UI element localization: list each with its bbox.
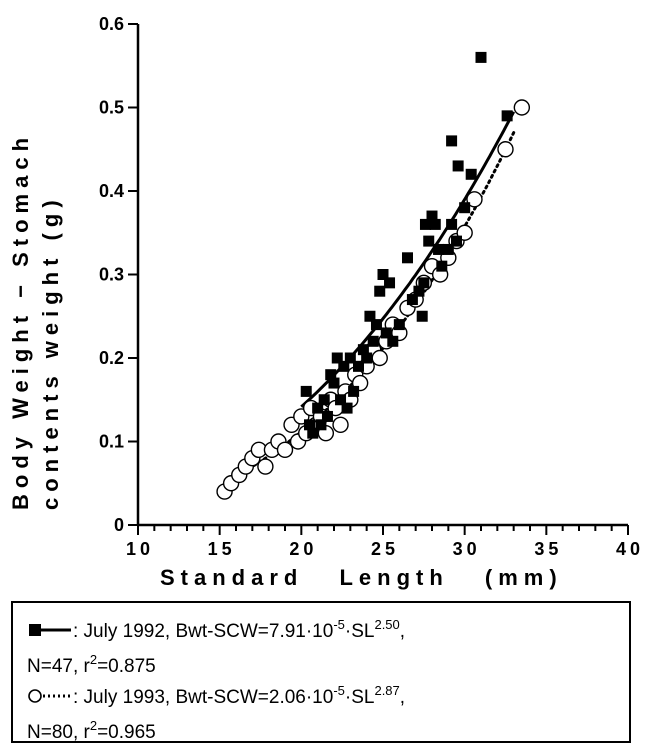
x-tick-label: 40 — [616, 539, 644, 559]
x-tick-label: 10 — [126, 539, 154, 559]
data-point-1992 — [341, 402, 353, 414]
data-point-1992 — [446, 135, 458, 147]
x-tick-label: 15 — [208, 539, 236, 559]
y-axis-title: Body Weight − Stomach contents weight (g… — [8, 132, 63, 510]
filled-square-line-legend-icon — [29, 624, 71, 636]
x-tick-label: 25 — [371, 539, 399, 559]
legend: : July 1992, Bwt-SCW=7.91·10-5·SL2.50, N… — [11, 601, 631, 743]
legend-1993-formula: : July 1993, Bwt-SCW=2.06·10-5·SL2.87, — [73, 683, 406, 708]
scatter-chart: Body Weight − Stomach contents weight (g… — [8, 14, 644, 590]
data-point-1992 — [393, 319, 405, 331]
data-point-1992 — [344, 352, 356, 364]
data-point-1992 — [429, 218, 441, 230]
legend-1993-stats: N=80, r2=0.965 — [27, 718, 156, 743]
data-point-1993 — [513, 99, 531, 116]
data-point-1992 — [328, 377, 340, 389]
open-circle-dotted-legend-icon — [28, 689, 71, 703]
data-point-1992 — [402, 252, 413, 264]
data-point-1992 — [384, 277, 396, 289]
x-tick-label: 35 — [534, 539, 562, 559]
data-point-1992 — [367, 335, 379, 347]
data-point-1992 — [307, 427, 319, 439]
x-axis-title: Standard Length (mm) — [160, 565, 563, 590]
data-point-1992 — [442, 243, 454, 255]
x-tick-label: 20 — [289, 539, 317, 559]
data-point-1992 — [416, 310, 428, 322]
data-point-1992 — [436, 260, 448, 272]
data-point-1992 — [433, 243, 445, 255]
data-point-1992 — [364, 310, 376, 322]
data-point-1992 — [338, 360, 350, 372]
y-tick-label: 0.5 — [99, 98, 124, 118]
data-point-1992 — [501, 110, 513, 122]
data-point-1992 — [452, 160, 464, 172]
y-axis-title-line2: contents weight (g) — [38, 194, 63, 510]
data-point-1992 — [370, 319, 382, 331]
data-point-1992 — [325, 369, 337, 381]
data-point-1992 — [475, 51, 487, 63]
data-point-1993 — [371, 349, 388, 367]
legend-entry-1993: : July 1993, Bwt-SCW=2.06·10-5·SL2.87, N… — [27, 677, 405, 747]
legend-1992-stats: N=47, r2=0.875 — [27, 652, 156, 677]
data-point-1992 — [413, 285, 425, 297]
data-point-1993 — [332, 416, 349, 433]
data-point-1992 — [406, 294, 418, 306]
data-point-1992 — [423, 235, 435, 247]
data-point-1992 — [321, 410, 333, 422]
data-point-1993 — [497, 141, 514, 158]
data-point-1992 — [426, 210, 438, 222]
data-point-1992 — [312, 402, 324, 414]
fit-curve-1992 — [300, 111, 516, 408]
y-tick-label: 0 — [114, 515, 124, 535]
data-point-1992 — [357, 344, 369, 356]
data-point-1992 — [465, 168, 477, 180]
data-point-1992 — [331, 352, 343, 364]
fit-curve-1993 — [226, 131, 516, 482]
data-point-1993 — [257, 458, 274, 475]
legend-entry-1992: : July 1992, Bwt-SCW=7.91·10-5·SL2.50, N… — [27, 611, 405, 681]
data-point-1992 — [446, 218, 458, 230]
y-axis-title-line1: Body Weight − Stomach — [8, 132, 33, 510]
y-tick-label: 0.1 — [99, 432, 124, 452]
data-point-1992 — [348, 385, 360, 397]
data-point-1992 — [300, 385, 312, 397]
data-point-1992 — [318, 394, 330, 406]
data-point-1992 — [304, 419, 315, 431]
data-point-1992 — [419, 218, 431, 230]
data-point-1992 — [353, 360, 364, 372]
plot-area: 10 15 20 25 30 35 40 0 0.1 0.2 0.3 0.4 0.5 0.6 — [99, 14, 644, 559]
y-tick-label: 0.4 — [99, 181, 124, 201]
data-point-1993 — [276, 441, 294, 459]
y-tick-label: 0.6 — [99, 14, 124, 34]
data-point-1992 — [387, 335, 399, 347]
data-point-1992 — [418, 277, 430, 289]
legend-1992-formula: : July 1992, Bwt-SCW=7.91·10-5·SL2.50, — [73, 617, 406, 642]
data-point-1992 — [451, 235, 462, 247]
y-tick-label: 0.2 — [99, 348, 124, 368]
y-tick-label: 0.3 — [99, 265, 124, 285]
data-point-1992 — [374, 285, 386, 297]
data-point-1993 — [466, 191, 483, 208]
x-tick-label: 30 — [453, 539, 481, 559]
data-point-1992 — [377, 269, 389, 280]
data-point-1992 — [315, 419, 327, 431]
data-point-1992 — [459, 202, 471, 214]
data-point-1992 — [335, 394, 347, 406]
data-point-1992 — [380, 327, 392, 339]
data-point-1992 — [361, 352, 373, 364]
